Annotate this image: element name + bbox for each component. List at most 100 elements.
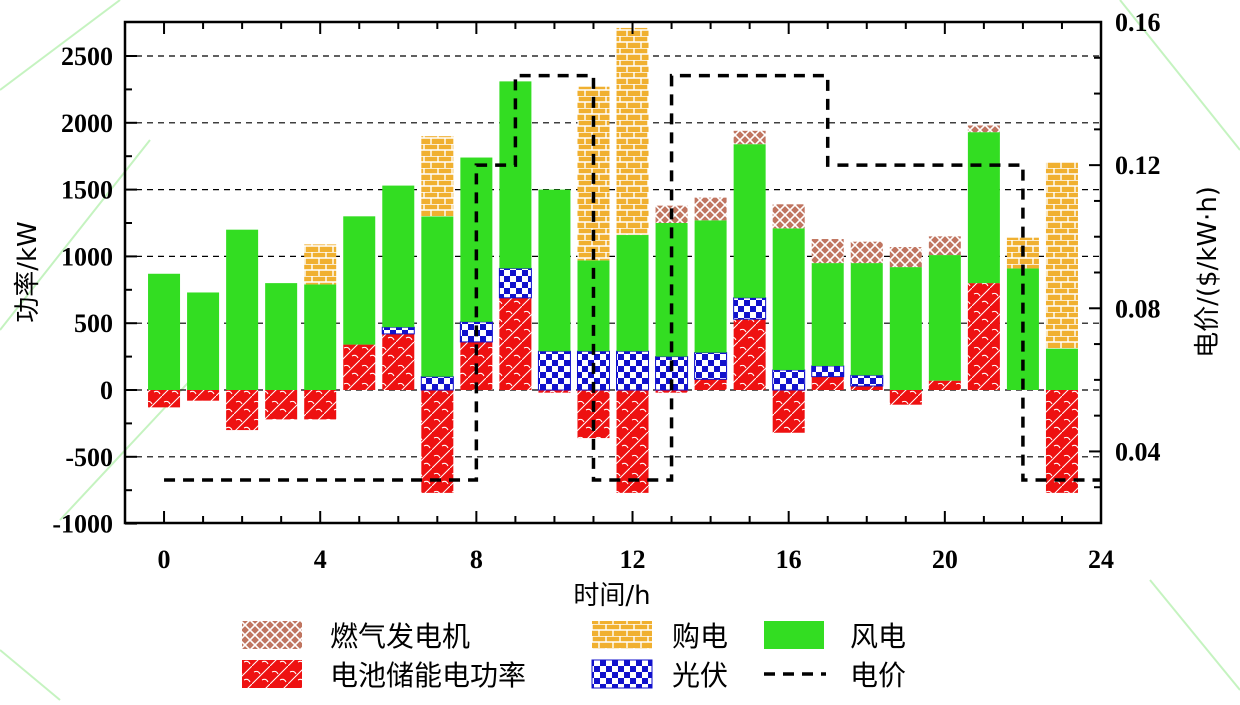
bar-pv-14 <box>694 352 728 380</box>
grid <box>125 55 1101 458</box>
bar-wind-15 <box>733 144 766 298</box>
bar-battery-20 <box>928 380 961 390</box>
bar-buy-23 <box>1045 161 1078 349</box>
bar-wind-3 <box>265 283 298 390</box>
legend-label-price: 电价 <box>850 659 906 692</box>
bar-wind-20 <box>928 255 961 381</box>
legend-label-wind: 风电 <box>850 620 906 653</box>
bar-wind-2 <box>226 229 259 390</box>
y2-tick-label: 0.16 <box>1115 8 1161 37</box>
bar-battery-12 <box>616 390 649 493</box>
y2-tick-label: 0.08 <box>1115 294 1161 323</box>
x-tick-label: 8 <box>470 545 483 574</box>
legend-swatch-pv <box>591 659 653 689</box>
bar-battery-14 <box>694 379 727 390</box>
bar-battery-11 <box>577 390 610 439</box>
legend-item-pv: 光伏 <box>591 659 728 692</box>
legend-item-battery: 电池储能电功率 <box>242 659 526 692</box>
bar-pv-12 <box>616 350 650 391</box>
bar-gas-21 <box>967 125 1000 133</box>
bar-gas-20 <box>928 236 961 256</box>
bar-battery-6 <box>382 333 415 390</box>
y-tick-label: -1000 <box>52 510 113 539</box>
bar-battery-1 <box>187 390 220 401</box>
bar-wind-6 <box>382 185 415 328</box>
x-tick-label: 20 <box>932 545 958 574</box>
bar-battery-15 <box>733 319 766 390</box>
legend-swatch-battery <box>242 660 302 688</box>
bar-pv-15 <box>733 297 767 320</box>
x-tick-label: 4 <box>314 545 327 574</box>
bar-wind-10 <box>538 189 571 352</box>
bar-battery-10 <box>538 390 571 393</box>
legend-item-price: 电价 <box>764 659 906 692</box>
bar-gas-15 <box>733 130 766 145</box>
price-line <box>164 73 1101 482</box>
bar-battery-5 <box>343 344 376 390</box>
y-tick-label: 1000 <box>61 242 113 271</box>
x-tick-label: 12 <box>620 545 646 574</box>
y2-tick-label: 0.04 <box>1115 437 1161 466</box>
bar-pv-17 <box>811 365 845 378</box>
y-tick-label: 2500 <box>61 42 113 71</box>
bar-wind-16 <box>772 228 805 370</box>
bar-battery-7 <box>421 390 454 493</box>
x-tick-label: 0 <box>158 545 171 574</box>
legend: 燃气发电机 购电 风电 电池储能电功率 光伏 电价 <box>242 620 906 692</box>
bar-battery-19 <box>889 390 922 405</box>
bar-wind-23 <box>1045 348 1078 390</box>
bar-buy-4 <box>304 244 337 285</box>
bar-wind-17 <box>811 263 844 366</box>
x-axis-title: 时间/h <box>573 581 650 611</box>
bar-battery-0 <box>148 390 181 408</box>
legend-swatch-gas <box>242 621 302 649</box>
y2-axis-title: 电价/($/kW·h) <box>1193 186 1223 358</box>
bar-wind-21 <box>967 132 1000 284</box>
bar-battery-3 <box>265 390 298 420</box>
bar-battery-21 <box>967 283 1000 390</box>
bar-pv-7 <box>420 376 454 391</box>
bars <box>148 27 1078 493</box>
x-tick-label: 16 <box>776 545 802 574</box>
bar-wind-7 <box>421 216 454 377</box>
bar-battery-16 <box>772 390 805 433</box>
bar-gas-19 <box>889 247 922 268</box>
bar-battery-23 <box>1045 390 1078 493</box>
bar-pv-18 <box>850 374 884 387</box>
bar-pv-6 <box>381 326 415 335</box>
bar-wind-19 <box>889 267 922 390</box>
y-tick-label: 2000 <box>61 109 113 138</box>
bar-gas-17 <box>811 239 844 264</box>
bar-pv-10 <box>537 350 571 391</box>
bar-pv-16 <box>772 369 806 391</box>
bar-gas-14 <box>694 197 727 221</box>
y-tick-label: -500 <box>65 443 113 472</box>
legend-item-wind: 风电 <box>764 620 906 653</box>
bar-battery-4 <box>304 390 337 420</box>
bar-wind-4 <box>304 284 337 390</box>
legend-label-pv: 光伏 <box>672 659 728 692</box>
bar-battery-17 <box>811 376 844 390</box>
legend-item-gas: 燃气发电机 <box>242 620 470 653</box>
bar-wind-14 <box>694 220 727 353</box>
legend-swatch-wind <box>764 621 824 649</box>
bar-pv-9 <box>498 267 532 299</box>
y-tick-label: 0 <box>100 376 113 405</box>
bar-battery-18 <box>850 385 883 390</box>
y-tick-label: 1500 <box>61 176 113 205</box>
bar-wind-5 <box>343 216 376 345</box>
legend-item-buy: 购电 <box>592 620 728 653</box>
bar-buy-7 <box>421 136 454 217</box>
bar-wind-12 <box>616 235 649 352</box>
bar-gas-16 <box>772 204 805 229</box>
legend-label-battery: 电池储能电功率 <box>330 659 526 692</box>
bar-battery-2 <box>226 390 259 431</box>
bar-wind-9 <box>499 81 532 269</box>
bar-wind-0 <box>148 273 181 390</box>
bar-battery-13 <box>655 390 688 393</box>
bar-gas-18 <box>850 241 883 264</box>
y2-tick-label: 0.12 <box>1115 151 1161 180</box>
axes: 0 4 8 12 16 20 24 -1000 -500 0 500 1000 1500 2000 2500… <box>52 8 1160 574</box>
bar-wind-18 <box>850 263 883 376</box>
